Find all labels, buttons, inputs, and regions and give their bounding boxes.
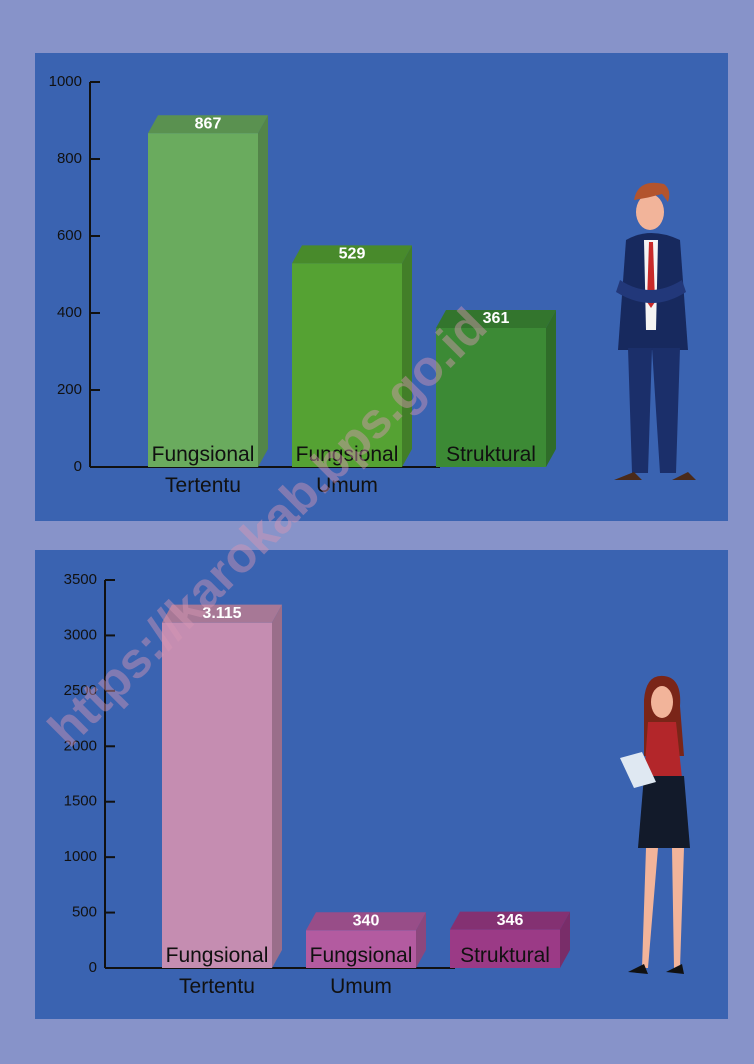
y-tick-label: 600	[57, 227, 82, 244]
bar-side	[258, 115, 268, 467]
category-word: Struktural	[460, 944, 550, 967]
y-tick-label: 200	[57, 381, 82, 398]
value-label: 340	[353, 913, 380, 930]
value-label: 361	[483, 310, 510, 327]
category-word: Tertentu	[179, 975, 255, 998]
y-tick-label: 500	[72, 904, 97, 921]
y-tick-label: 1000	[64, 848, 97, 865]
page: 0 200 400 600 800 1000 867 Fungsional Tertentu 52…	[0, 0, 754, 1064]
y-tick-label: 1000	[49, 73, 82, 90]
y-tick-label: 400	[57, 304, 82, 321]
y-tick-label: 3500	[64, 571, 97, 588]
bar-side	[272, 605, 282, 968]
bar	[162, 623, 272, 968]
category-word: Fungsional	[310, 944, 413, 967]
category-word: Umum	[330, 975, 392, 998]
y-tick-label: 0	[89, 959, 97, 976]
category-label: Struktural	[446, 443, 536, 466]
category-label: Struktural	[460, 944, 550, 967]
category-word: Tertentu	[165, 474, 241, 497]
value-label: 346	[497, 912, 524, 929]
y-tick-label: 1500	[64, 793, 97, 810]
value-label: 867	[195, 115, 222, 132]
bar-side	[546, 310, 556, 467]
y-tick-label: 3000	[64, 626, 97, 643]
infographic: 0 200 400 600 800 1000 867 Fungsional Tertentu 52…	[0, 0, 754, 1059]
category-word: Struktural	[446, 443, 536, 466]
bar	[148, 133, 258, 467]
value-label: 529	[339, 246, 366, 263]
y-tick-label: 0	[74, 458, 82, 475]
category-word: Fungsional	[152, 443, 255, 466]
category-word: Fungsional	[166, 944, 269, 967]
y-tick-label: 800	[57, 150, 82, 167]
